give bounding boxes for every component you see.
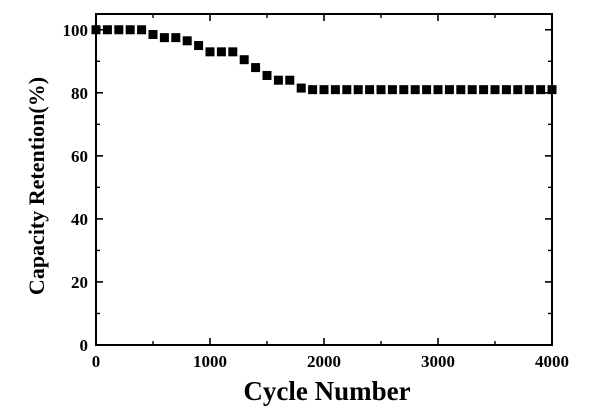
data-point xyxy=(433,85,443,95)
data-point xyxy=(308,85,318,95)
data-point xyxy=(262,70,272,80)
x-tick-label: 4000 xyxy=(535,352,569,371)
plot-layer: 0 1000 2000 3000 4000 0 20 40 60 80 100 xyxy=(63,13,569,371)
y-axis-title: Capacity Retention(%) xyxy=(24,77,49,295)
data-point xyxy=(513,85,523,95)
data-point xyxy=(171,33,181,43)
data-point xyxy=(365,85,375,95)
data-point xyxy=(524,85,534,95)
data-point xyxy=(91,25,101,35)
data-point xyxy=(137,25,147,35)
data-point xyxy=(319,85,329,95)
data-point xyxy=(159,33,169,43)
data-point xyxy=(536,85,546,95)
data-point xyxy=(399,85,409,95)
data-point xyxy=(194,41,204,51)
data-point xyxy=(205,47,215,57)
data-point xyxy=(410,85,420,95)
data-point xyxy=(467,85,477,95)
data-point xyxy=(547,85,557,95)
y-tick-label: 60 xyxy=(71,147,88,166)
y-tick-label: 0 xyxy=(80,336,89,355)
y-tick-label: 100 xyxy=(63,21,89,40)
x-tick-label: 2000 xyxy=(307,352,341,371)
y-tick-label: 20 xyxy=(71,273,88,292)
data-point xyxy=(273,75,283,85)
data-point xyxy=(387,85,397,95)
x-axis-title: Cycle Number xyxy=(243,376,410,406)
data-point xyxy=(501,85,511,95)
data-point xyxy=(285,75,295,85)
data-point xyxy=(102,25,112,35)
data-point xyxy=(296,83,306,93)
data-point xyxy=(182,36,192,46)
data-point xyxy=(456,85,466,95)
data-point xyxy=(125,25,135,35)
data-point xyxy=(216,47,226,57)
data-point xyxy=(251,63,261,73)
data-point xyxy=(114,25,124,35)
y-tick-label: 40 xyxy=(71,210,88,229)
data-point xyxy=(239,55,249,65)
data-point xyxy=(490,85,500,95)
plot-frame xyxy=(95,13,553,346)
y-tick-label: 80 xyxy=(71,84,88,103)
data-point xyxy=(422,85,432,95)
data-point xyxy=(342,85,352,95)
data-point xyxy=(148,29,158,39)
x-tick-label: 0 xyxy=(92,352,101,371)
data-point xyxy=(330,85,340,95)
data-point xyxy=(479,85,489,95)
data-point xyxy=(228,47,238,57)
data-point xyxy=(376,85,386,95)
x-tick-label: 1000 xyxy=(193,352,227,371)
x-tick-label: 3000 xyxy=(421,352,455,371)
data-point xyxy=(353,85,363,95)
data-point xyxy=(444,85,454,95)
